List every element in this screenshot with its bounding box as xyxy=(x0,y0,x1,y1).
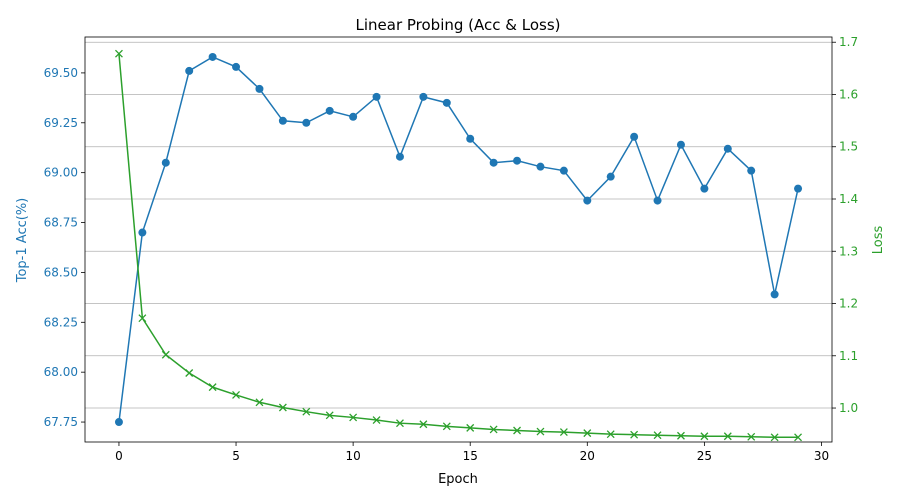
y-left-axis-label: Top-1 Acc(%) xyxy=(15,198,30,284)
accuracy-point xyxy=(700,184,709,193)
loss-point xyxy=(489,425,498,434)
y-left-tick-label: 68.50 xyxy=(44,265,78,279)
accuracy-point xyxy=(349,112,358,121)
accuracy-point xyxy=(466,134,475,143)
loss-point xyxy=(395,419,404,428)
y-right-tick-label: 1.1 xyxy=(839,349,858,363)
accuracy-point xyxy=(770,290,779,299)
loss-point xyxy=(302,407,311,416)
accuracy-point xyxy=(653,196,662,205)
accuracy-point xyxy=(419,92,428,101)
accuracy-point xyxy=(372,92,381,101)
loss-point xyxy=(349,413,358,422)
x-tick-label: 0 xyxy=(115,449,123,463)
series-layer xyxy=(114,49,803,442)
y-right-tick-label: 1.3 xyxy=(839,244,858,258)
loss-point xyxy=(372,416,381,425)
accuracy-point xyxy=(583,196,592,205)
loss-point xyxy=(419,420,428,429)
y-right-tick-label: 1.7 xyxy=(839,35,858,49)
x-tick-label: 20 xyxy=(580,449,595,463)
loss-point xyxy=(278,403,287,412)
accuracy-point xyxy=(232,62,241,71)
y-left-tick-label: 69.50 xyxy=(44,66,78,80)
loss-point xyxy=(232,391,240,399)
accuracy-point xyxy=(489,158,498,167)
accuracy-series-line xyxy=(118,56,799,423)
y-left-tick-label: 69.25 xyxy=(44,116,78,130)
loss-point xyxy=(208,383,217,392)
loss-point xyxy=(770,433,779,442)
loss-point xyxy=(114,49,123,58)
loss-point xyxy=(185,369,194,377)
accuracy-point xyxy=(208,52,217,61)
y-right-tick-label: 1.4 xyxy=(839,192,858,206)
y-left-tick-label: 68.25 xyxy=(44,315,78,329)
y-left-tick-label: 68.75 xyxy=(44,216,78,230)
y-left-tick-label: 68.00 xyxy=(44,365,78,379)
x-tick-label: 5 xyxy=(232,449,240,463)
accuracy-point xyxy=(185,66,194,75)
accuracy-point xyxy=(536,162,545,171)
accuracy-point xyxy=(161,158,170,167)
x-tick-label: 25 xyxy=(697,449,712,463)
accuracy-point xyxy=(395,152,404,161)
loss-point xyxy=(700,432,709,441)
accuracy-point xyxy=(747,166,756,175)
accuracy-point xyxy=(723,144,732,153)
loss-point xyxy=(325,411,334,420)
y-right-tick-label: 1.0 xyxy=(839,401,858,415)
accuracy-point xyxy=(255,84,264,93)
grid-layer xyxy=(85,41,832,409)
loss-point xyxy=(138,314,147,323)
x-axis-label: Epoch xyxy=(438,472,478,487)
loss-point xyxy=(536,427,545,436)
loss-point xyxy=(630,430,639,439)
accuracy-point xyxy=(676,140,685,149)
accuracy-point xyxy=(606,172,615,181)
accuracy-point xyxy=(138,228,147,237)
y-left-tick-label: 69.00 xyxy=(44,166,78,180)
axes-layer: 0 5 10 15 20 25 30 67.75 68.00 68.25 68.50 68.75 69.… xyxy=(44,35,858,463)
loss-point xyxy=(653,431,662,440)
x-tick-label: 10 xyxy=(345,449,360,463)
loss-point xyxy=(583,429,592,438)
loss-point xyxy=(161,350,170,359)
x-tick-label: 15 xyxy=(463,449,478,463)
loss-point xyxy=(559,428,568,437)
loss-point xyxy=(442,422,451,431)
loss-point xyxy=(677,431,685,440)
accuracy-point xyxy=(559,166,568,175)
loss-point xyxy=(255,398,264,407)
loss-point xyxy=(606,430,615,439)
accuracy-point xyxy=(630,132,639,141)
plot-frame xyxy=(84,36,833,443)
accuracy-point xyxy=(794,184,803,193)
accuracy-point xyxy=(278,116,287,125)
accuracy-point xyxy=(302,118,311,127)
loss-point xyxy=(723,432,732,441)
accuracy-point xyxy=(114,418,123,427)
loss-point xyxy=(513,426,522,435)
y-left-tick-label: 67.75 xyxy=(44,415,78,429)
accuracy-point xyxy=(325,106,334,115)
chart-title: Linear Probing (Acc & Loss) xyxy=(356,16,561,34)
accuracy-point xyxy=(513,156,522,165)
loss-point xyxy=(466,423,475,432)
x-tick-label: 30 xyxy=(814,449,829,463)
y-right-tick-label: 1.2 xyxy=(839,297,858,311)
loss-series-line xyxy=(118,53,799,439)
accuracy-point xyxy=(442,98,451,107)
y-right-tick-label: 1.5 xyxy=(839,140,858,154)
y-right-tick-label: 1.6 xyxy=(839,87,858,101)
loss-point xyxy=(747,432,756,441)
y-right-axis-label: Loss xyxy=(871,226,886,255)
loss-point xyxy=(794,433,803,442)
